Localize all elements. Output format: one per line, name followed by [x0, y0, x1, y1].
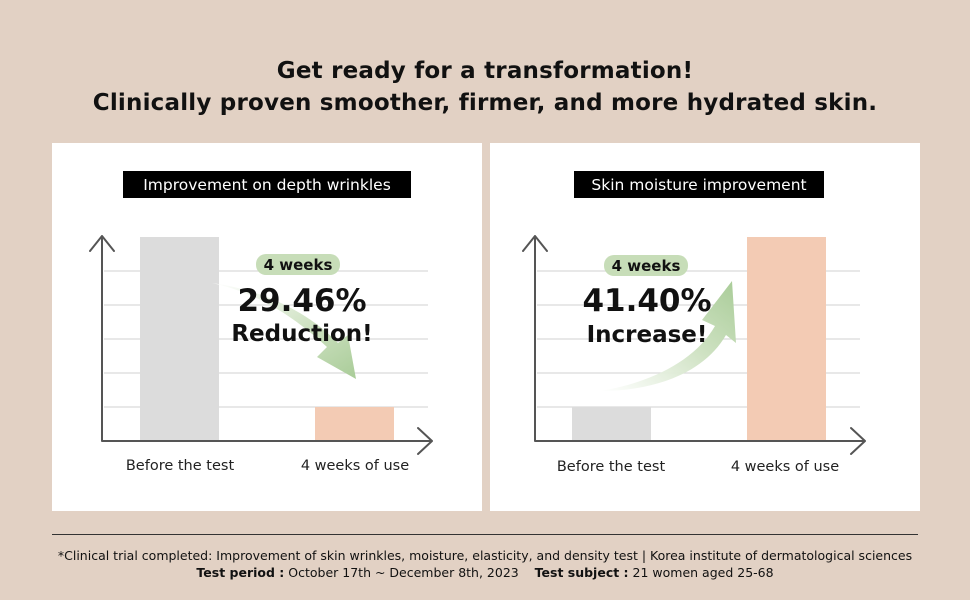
duration-badge-label: 4 weeks [264, 256, 333, 274]
moisture-chart-panel: Skin moisture improvement 4 weeks 41.40%… [490, 143, 920, 511]
duration-badge [604, 255, 688, 276]
duration-badge [256, 254, 340, 275]
trend-arrow-down-icon [212, 283, 356, 379]
test-period-value: October 17th ~ December 8th, 2023 [288, 565, 519, 580]
footnote-divider [52, 534, 918, 535]
result-label: Increase! [587, 322, 708, 348]
y-axis-arrow-icon [522, 235, 866, 455]
test-subject-label: Test subject : [534, 565, 629, 580]
test-period-label: Test period : [196, 565, 285, 580]
bar-after-4-weeks [315, 407, 394, 441]
wrinkle-chart: Improvement on depth wrinkles 4 weeks 29… [89, 171, 433, 474]
category-label-after: 4 weeks of use [731, 459, 839, 475]
trend-arrow-up-icon [600, 281, 736, 391]
footnote-line-1: *Clinical trial completed: Improvement o… [57, 548, 913, 563]
chart-title: Skin moisture improvement [591, 176, 806, 194]
footnote-line-2: Test period : October 17th ~ December 8t… [0, 564, 970, 581]
bar-before-test [140, 237, 219, 441]
result-percentage: 41.40% [582, 283, 711, 319]
bar-after-4-weeks [747, 237, 826, 441]
footnote: *Clinical trial completed: Improvement o… [0, 547, 970, 581]
test-subject-value: 21 women aged 25-68 [632, 565, 774, 580]
result-label: Reduction! [231, 321, 372, 347]
moisture-chart: Skin moisture improvement 4 weeks 41.40%… [522, 171, 866, 475]
category-label-after: 4 weeks of use [301, 458, 409, 474]
category-label-before: Before the test [126, 458, 235, 474]
chart-title: Improvement on depth wrinkles [143, 176, 391, 194]
duration-badge-label: 4 weeks [612, 257, 681, 275]
category-label-before: Before the test [557, 459, 666, 475]
bar-before-test [572, 407, 651, 441]
headline-line-2: Clinically proven smoother, firmer, and … [92, 90, 878, 116]
headline-line-1: Get ready for a transformation! [276, 58, 694, 84]
headline: Get ready for a transformation! Clinical… [0, 55, 970, 119]
result-percentage: 29.46% [237, 283, 366, 319]
chart-title-box [123, 171, 411, 198]
wrinkle-chart-panel: Improvement on depth wrinkles 4 weeks 29… [52, 143, 482, 511]
y-axis-arrow-icon [89, 235, 433, 455]
chart-title-box [574, 171, 824, 198]
